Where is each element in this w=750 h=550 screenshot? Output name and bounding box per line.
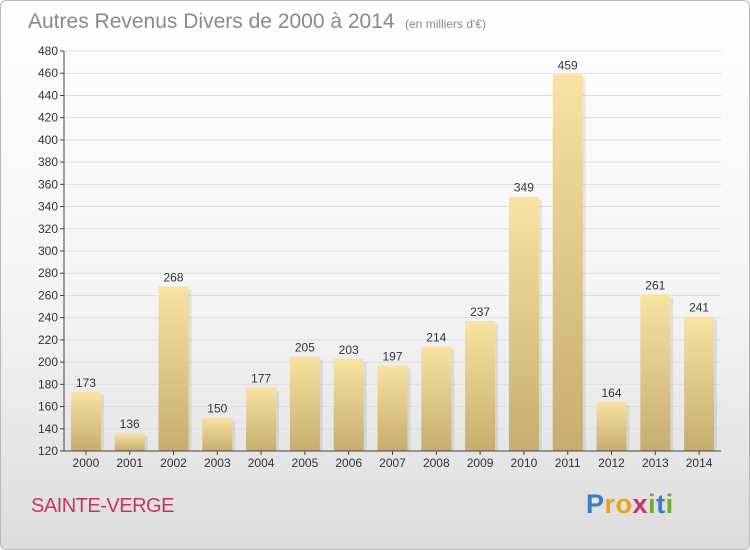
x-tick-label: 2004 xyxy=(248,456,275,470)
x-tick-label: 2012 xyxy=(598,456,625,470)
value-label: 268 xyxy=(163,271,183,285)
x-tick-label: 2006 xyxy=(335,456,362,470)
chart-title: Autres Revenus Divers de 2000 à 2014 (en… xyxy=(28,10,486,34)
logo-letter: o xyxy=(615,489,633,519)
value-label: 349 xyxy=(514,181,534,195)
logo-letter: t xyxy=(656,489,666,519)
value-label: 197 xyxy=(382,349,402,363)
value-label: 203 xyxy=(339,343,359,357)
bar xyxy=(333,358,364,451)
value-label: 205 xyxy=(295,341,315,355)
y-tick-label: 460 xyxy=(38,66,58,80)
x-tick-label: 2009 xyxy=(467,456,494,470)
y-tick-label: 260 xyxy=(38,288,58,302)
y-tick-label: 420 xyxy=(38,111,58,125)
y-tick-label: 380 xyxy=(38,155,58,169)
x-tick-label: 2014 xyxy=(686,456,713,470)
y-tick-label: 480 xyxy=(38,44,58,58)
logo-letter: i xyxy=(665,489,674,519)
y-tick-label: 120 xyxy=(38,444,58,458)
y-tick-label: 220 xyxy=(38,333,58,347)
proxiti-logo: Proxiti xyxy=(586,489,674,520)
logo-letter: P xyxy=(586,489,605,519)
bars xyxy=(70,74,718,451)
y-tick-label: 400 xyxy=(38,133,58,147)
value-label: 136 xyxy=(120,417,140,431)
y-tick-label: 300 xyxy=(38,244,58,258)
x-tick-label: 2013 xyxy=(642,456,669,470)
logo-letter: i xyxy=(648,489,657,519)
value-label: 237 xyxy=(470,305,490,319)
x-tick-label: 2003 xyxy=(204,456,231,470)
y-tick-label: 200 xyxy=(38,355,58,369)
bar xyxy=(70,392,101,451)
bar xyxy=(465,321,496,451)
logo-letter: x xyxy=(632,489,649,519)
logo-letter: r xyxy=(604,489,616,519)
bar xyxy=(421,346,452,451)
title-unit: (en milliers d'€) xyxy=(405,17,486,31)
bar xyxy=(246,387,277,451)
bar xyxy=(684,316,715,451)
value-label: 164 xyxy=(601,386,621,400)
value-label: 261 xyxy=(645,278,665,292)
value-label: 459 xyxy=(558,58,578,72)
y-tick-label: 440 xyxy=(38,88,58,102)
x-tick-label: 2008 xyxy=(423,456,450,470)
x-tick-label: 2010 xyxy=(511,456,538,470)
bar xyxy=(640,294,671,451)
y-tick-label: 160 xyxy=(38,400,58,414)
bar xyxy=(508,196,539,451)
y-tick-label: 180 xyxy=(38,377,58,391)
bar xyxy=(202,417,233,451)
y-tick-label: 240 xyxy=(38,311,58,325)
bar xyxy=(158,286,189,451)
y-tick-label: 340 xyxy=(38,200,58,214)
labels: 120 140 160 180 200 220 240 260 280 300 320 340 360 3… xyxy=(38,44,713,470)
bar xyxy=(552,74,583,451)
value-label: 241 xyxy=(689,301,709,315)
bar xyxy=(289,356,320,451)
y-tick-label: 320 xyxy=(38,222,58,236)
place-name: SAINTE-VERGE xyxy=(31,495,174,517)
bar xyxy=(377,365,408,451)
x-tick-label: 2007 xyxy=(379,456,406,470)
y-tick-label: 140 xyxy=(38,422,58,436)
x-tick-label: 2011 xyxy=(555,456,581,470)
value-label: 150 xyxy=(207,402,227,416)
axes xyxy=(60,50,721,455)
value-label: 173 xyxy=(76,376,96,390)
value-label: 214 xyxy=(426,331,446,345)
x-tick-label: 2005 xyxy=(292,456,319,470)
x-tick-label: 2001 xyxy=(116,456,143,470)
x-tick-label: 2002 xyxy=(160,456,187,470)
x-tick-label: 2000 xyxy=(73,456,100,470)
value-label: 177 xyxy=(251,372,271,386)
main-title: Autres Revenus Divers de 2000 à 2014 xyxy=(28,10,395,33)
y-tick-label: 280 xyxy=(38,266,58,280)
bar xyxy=(596,402,627,451)
bar xyxy=(114,433,145,451)
y-tick-label: 360 xyxy=(38,177,58,191)
